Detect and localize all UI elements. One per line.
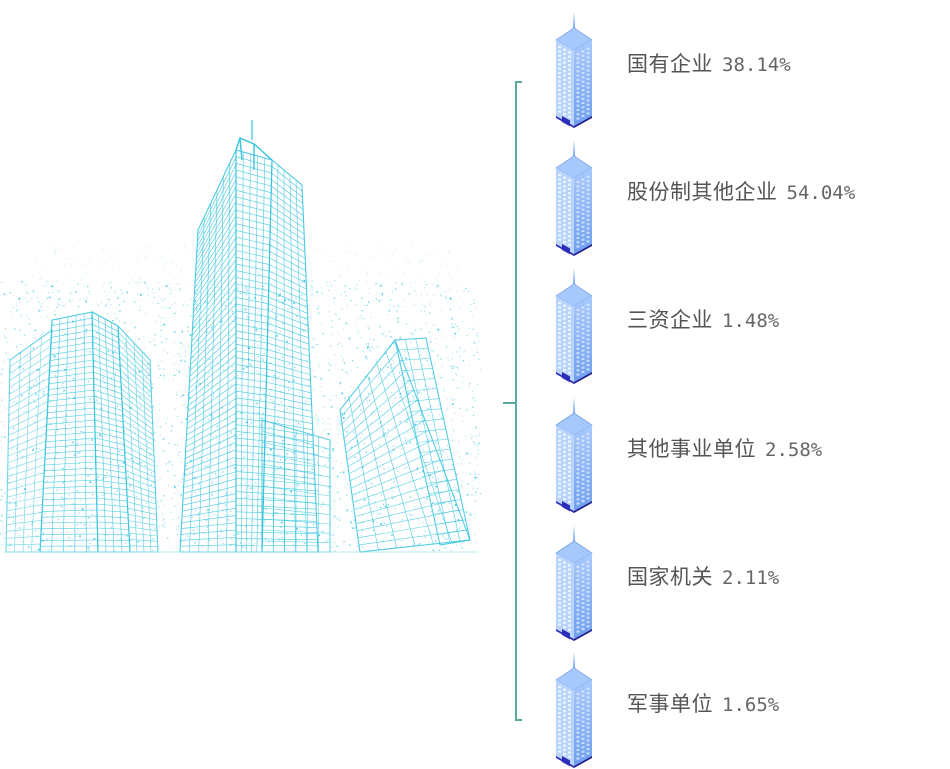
percentage-value: 1.48% xyxy=(722,310,780,332)
percentage-value: 2.11% xyxy=(722,567,780,589)
percentage-value: 2.58% xyxy=(765,439,823,461)
item-label: 国有企业 38.14% xyxy=(627,50,791,80)
building-icon xyxy=(555,652,593,768)
building-icon xyxy=(555,525,593,641)
item-label: 其他事业单位 2.58% xyxy=(627,435,822,465)
building-icon xyxy=(555,268,593,384)
list-item: 其他事业单位 2.58% xyxy=(548,395,948,513)
list-item: 三资企业 1.48% xyxy=(548,266,948,384)
ownership-type-name: 国有企业 xyxy=(627,52,713,76)
list-item: 国家机关 2.11% xyxy=(548,523,948,641)
item-label: 军事单位 1.65% xyxy=(627,690,779,720)
percentage-value: 1.65% xyxy=(722,694,780,716)
item-label: 国家机关 2.11% xyxy=(627,563,779,593)
building-icon xyxy=(555,397,593,513)
list-item: 军事单位 1.65% xyxy=(548,650,948,768)
ownership-type-name: 股份制其他企业 xyxy=(627,180,778,204)
list-bracket xyxy=(503,81,522,721)
building-icon xyxy=(555,12,593,128)
list-item: 股份制其他企业 54.04% xyxy=(548,138,948,256)
item-label: 股份制其他企业 54.04% xyxy=(627,178,855,208)
item-label: 三资企业 1.48% xyxy=(627,306,779,336)
ownership-type-name: 其他事业单位 xyxy=(627,437,756,461)
percentage-value: 54.04% xyxy=(786,182,856,204)
wireframe-skyline-illustration xyxy=(0,120,481,554)
building-icon xyxy=(555,140,593,256)
percentage-value: 38.14% xyxy=(722,54,791,76)
ownership-type-name: 军事单位 xyxy=(627,692,713,716)
list-item: 国有企业 38.14% xyxy=(548,10,948,128)
ownership-type-name: 三资企业 xyxy=(627,308,713,332)
ownership-type-name: 国家机关 xyxy=(627,565,713,589)
